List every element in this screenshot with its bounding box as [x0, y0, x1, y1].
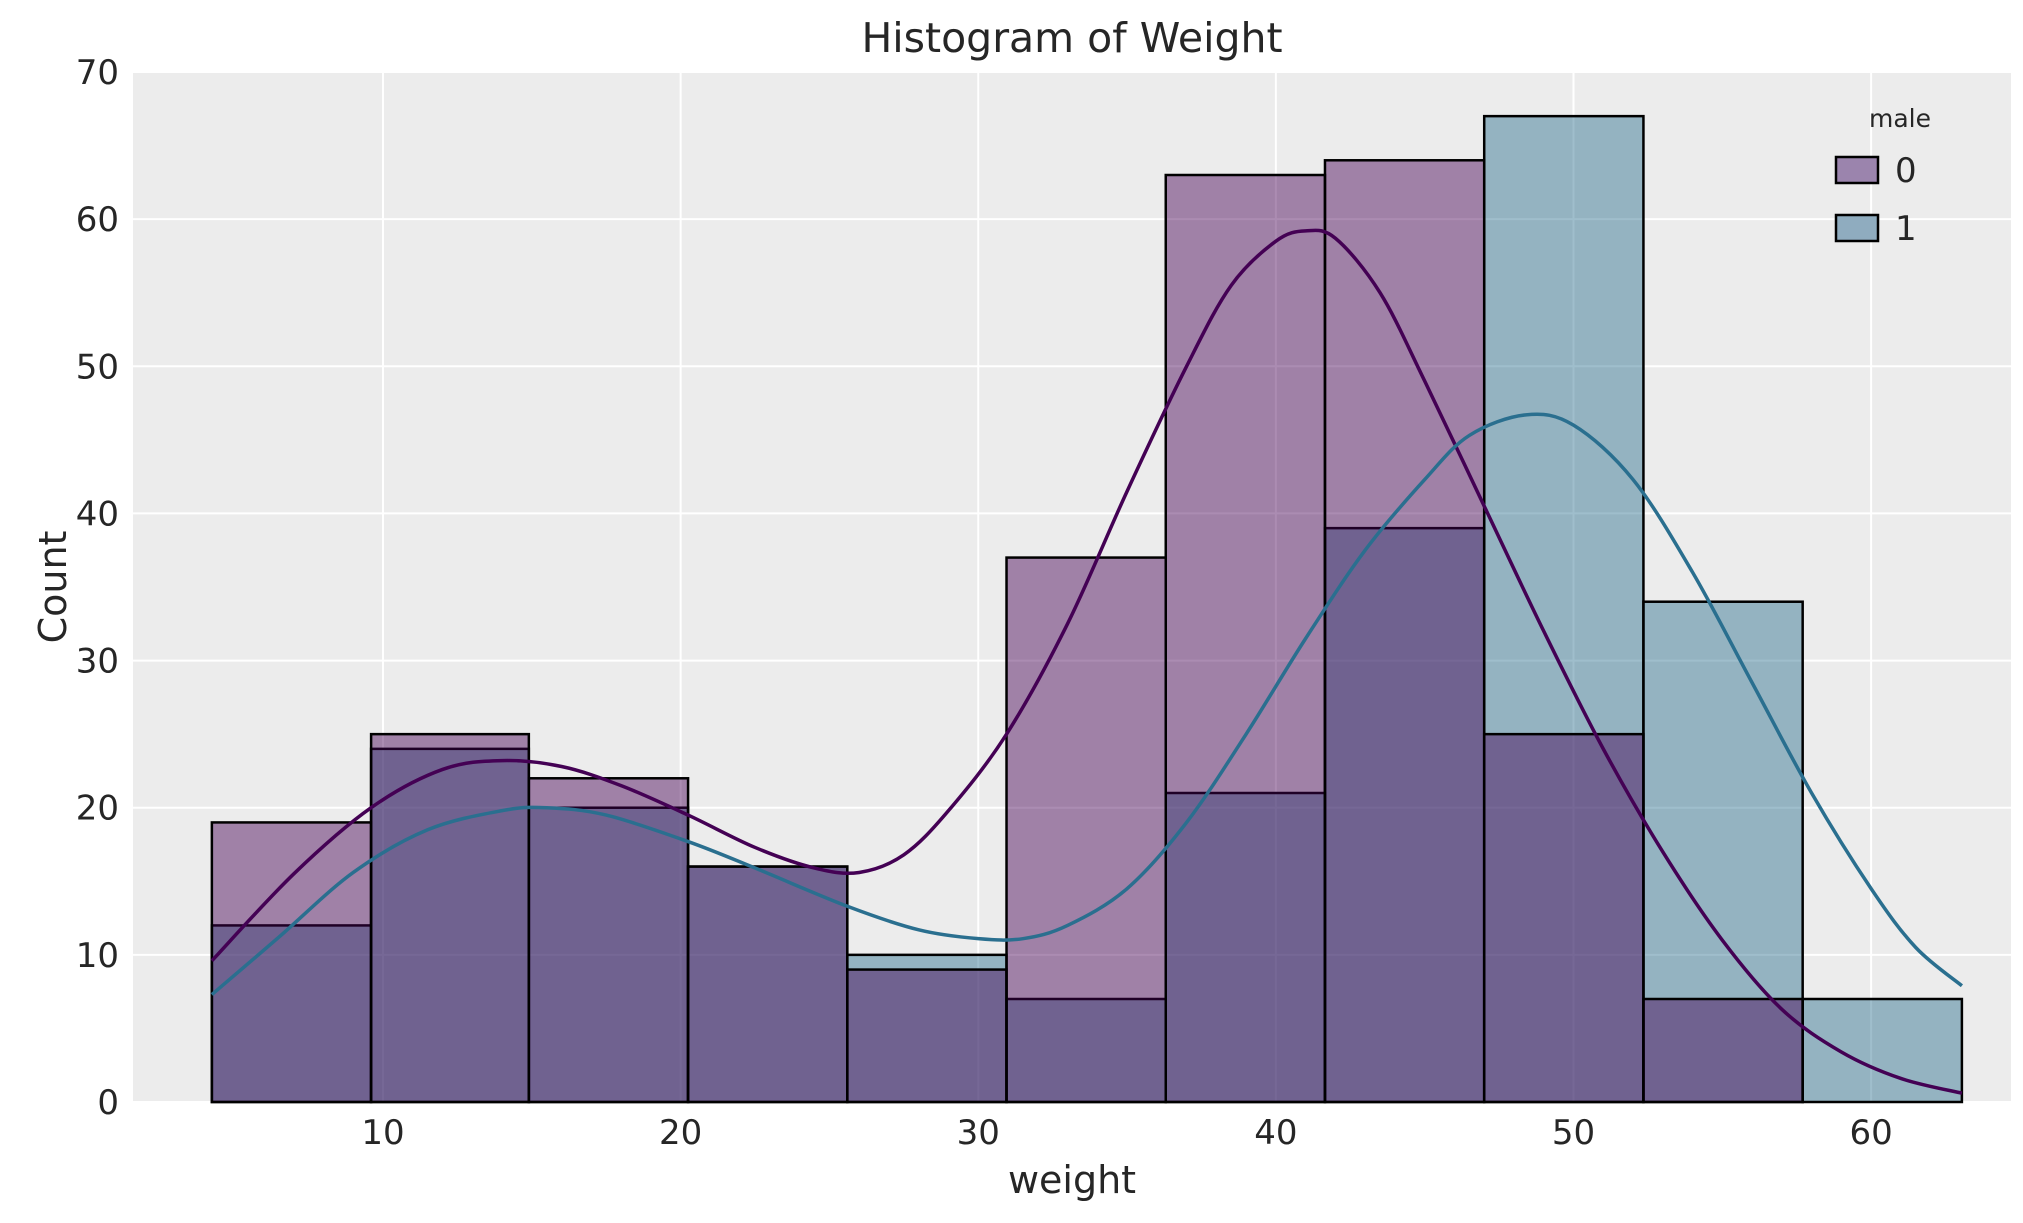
- y-tick-label: 0: [97, 1083, 119, 1123]
- y-tick-label: 70: [76, 53, 119, 93]
- bar-series-0-bin-5: [1005, 556, 1168, 1104]
- kde-curve-series-0: [210, 228, 1963, 1095]
- x-tick-label: 10: [361, 1113, 404, 1153]
- y-tick-label: 40: [76, 494, 119, 534]
- legend-label-0: 0: [1895, 151, 1917, 191]
- y-tick-label: 50: [76, 347, 119, 387]
- legend-swatch-1: [1834, 213, 1880, 243]
- bar-series-1-bin-5: [1005, 997, 1168, 1104]
- chart-title: Histogram of Weight: [861, 14, 1282, 62]
- legend-swatch-0: [1834, 155, 1880, 185]
- bar-series-0-bin-8: [1482, 732, 1645, 1104]
- x-tick-label: 40: [1254, 1113, 1297, 1153]
- y-tick-label: 10: [76, 936, 119, 976]
- legend-label-1: 1: [1895, 209, 1917, 249]
- bar-series-0-bin-2: [527, 777, 690, 1104]
- plot-background: [133, 72, 2011, 1102]
- x-tick-label: 60: [1849, 1113, 1892, 1153]
- legend-title: male: [1869, 104, 1931, 133]
- grid-lines: [133, 71, 2011, 1103]
- x-tick-label: 30: [957, 1113, 1000, 1153]
- x-axis-title: weight: [1008, 1158, 1136, 1202]
- kde-curves: [210, 228, 1964, 1095]
- histogram-bars: [210, 114, 1964, 1104]
- y-tick-label: 30: [76, 642, 119, 682]
- bar-series-1-bin-10: [1801, 997, 1964, 1104]
- bar-series-1-bin-6: [1164, 791, 1327, 1104]
- x-tick-label: 50: [1552, 1113, 1595, 1153]
- bar-series-1-bin-8: [1482, 114, 1645, 1104]
- bar-series-0-bin-6: [1164, 173, 1327, 1104]
- bar-series-0-bin-9: [1642, 997, 1804, 1104]
- axis-ticks: 10 20 30 40 50 60 0 10 20 30 40 50 60 70: [76, 53, 1893, 1153]
- y-axis-title: Count: [31, 531, 75, 644]
- y-tick-label: 60: [76, 200, 119, 240]
- bar-series-0-bin-4: [846, 968, 1008, 1104]
- bar-series-0-bin-1: [369, 732, 531, 1104]
- bar-series-0-bin-7: [1323, 159, 1486, 1104]
- x-tick-label: 20: [659, 1113, 702, 1153]
- bar-series-0-bin-0: [210, 821, 373, 1104]
- y-tick-label: 20: [76, 789, 119, 829]
- bar-series-0-bin-3: [686, 865, 849, 1104]
- legend: male 0 1: [1834, 104, 1931, 249]
- kde-curve-series-1: [210, 412, 1964, 996]
